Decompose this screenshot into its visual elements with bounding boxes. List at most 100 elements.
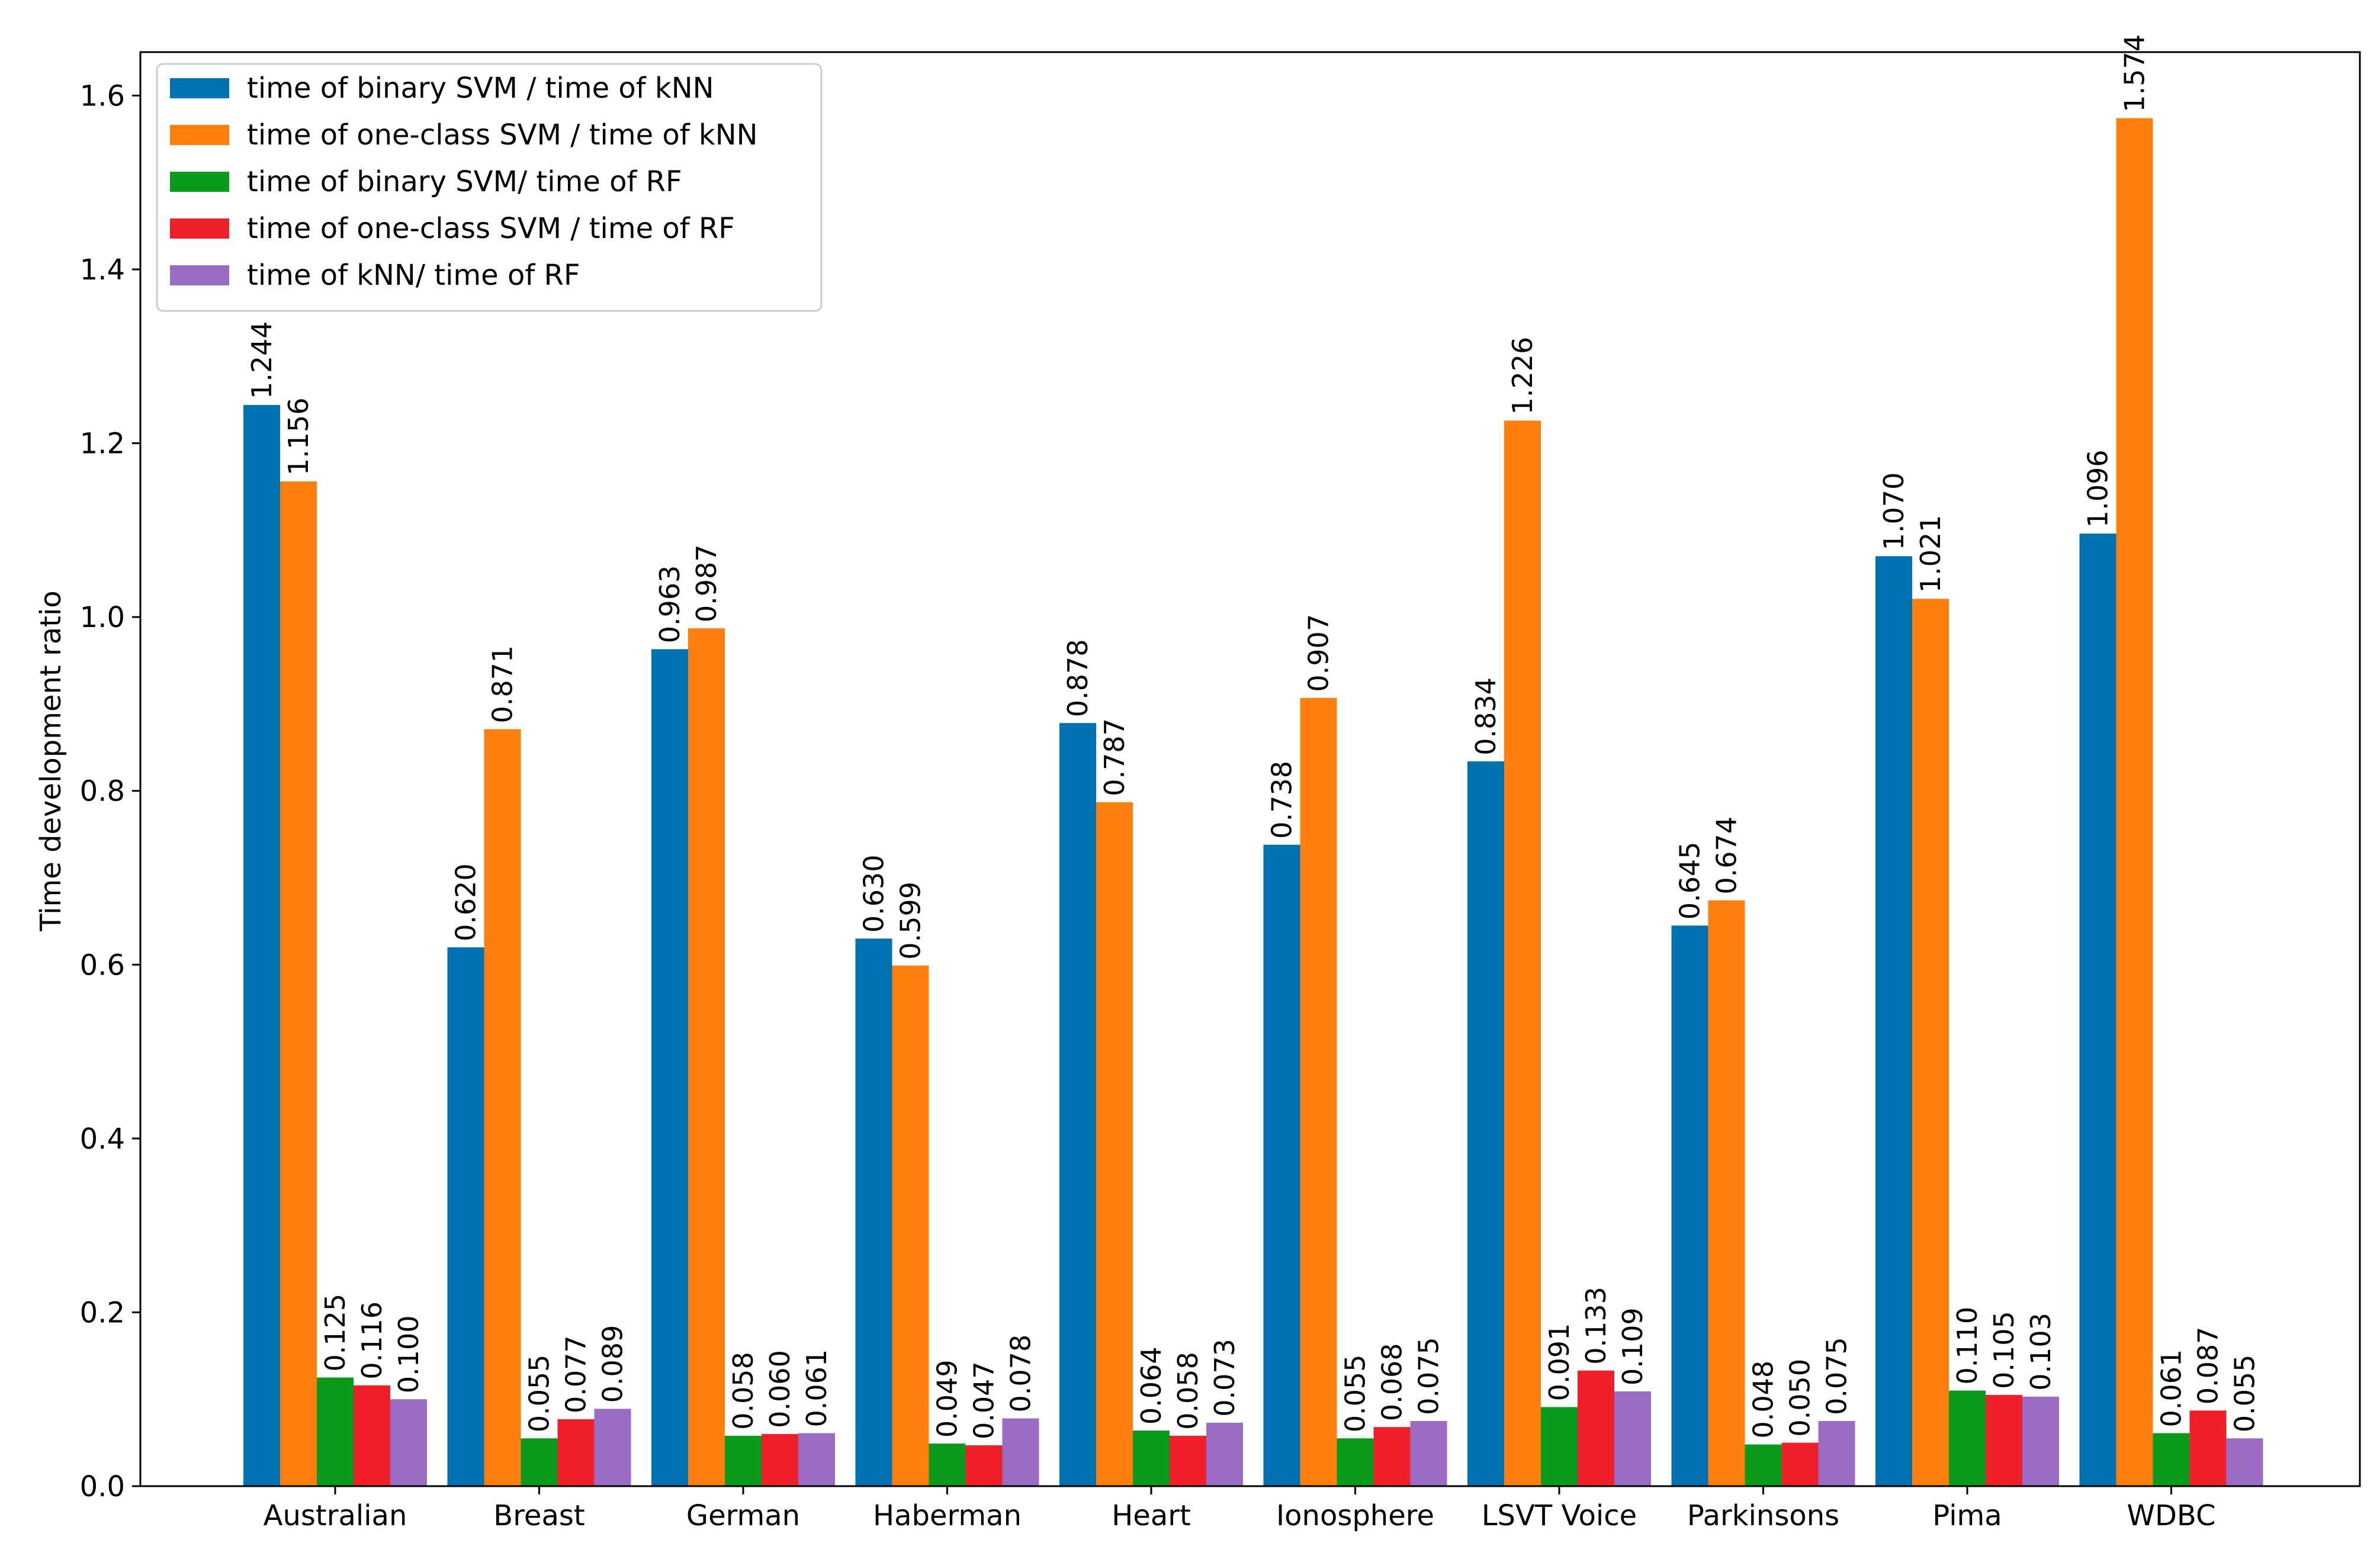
x-tick-label: LSVT Voice [1482, 1499, 1637, 1532]
bar [1986, 1394, 2022, 1486]
bar [1096, 802, 1133, 1486]
bar [390, 1399, 427, 1486]
x-tick-label: Haberman [873, 1499, 1022, 1532]
bar [1504, 420, 1541, 1486]
bar-value-label: 0.048 [1748, 1361, 1780, 1439]
bar-value-label: 0.787 [1099, 718, 1130, 796]
bar [1578, 1370, 1614, 1486]
bar [1300, 697, 1337, 1486]
bar-value-label: 0.116 [356, 1301, 388, 1380]
bar [1170, 1435, 1206, 1486]
y-tick-label: 0.6 [80, 949, 125, 982]
bar [1745, 1444, 1782, 1486]
bar [1059, 723, 1096, 1486]
bar [317, 1377, 354, 1486]
legend-label: time of binary SVM / time of kNN [247, 72, 714, 105]
bar-value-label: 0.878 [1062, 639, 1094, 717]
x-tick-label: Heart [1112, 1499, 1191, 1532]
bar-value-label: 0.109 [1617, 1307, 1649, 1386]
legend-label: time of one-class SVM / time of RF [247, 212, 735, 245]
bar [929, 1444, 966, 1486]
bar-value-label: 0.055 [2229, 1355, 2261, 1433]
legend-label: time of one-class SVM / time of kNN [247, 118, 758, 152]
bar-value-label: 0.963 [654, 565, 686, 644]
bar [965, 1445, 1003, 1486]
bar [1614, 1391, 1651, 1486]
bar-value-label: 0.100 [393, 1315, 425, 1393]
bar [855, 938, 892, 1486]
legend-label: time of binary SVM/ time of RF [247, 165, 682, 198]
bar-value-label: 0.055 [1340, 1355, 1372, 1433]
bar [762, 1433, 798, 1486]
x-tick-label: Parkinsons [1687, 1499, 1839, 1532]
bar [2022, 1396, 2059, 1486]
bar-value-label: 1.156 [282, 397, 314, 475]
y-tick-label: 0.0 [80, 1470, 125, 1503]
bar-value-label: 0.064 [1135, 1346, 1167, 1425]
bar-value-label: 1.070 [1878, 472, 1910, 551]
bar-value-label: 0.073 [1209, 1339, 1241, 1417]
bar [725, 1435, 762, 1486]
bar-value-label: 0.103 [2025, 1313, 2057, 1391]
bar [354, 1385, 390, 1486]
bar [2189, 1410, 2227, 1486]
y-tick-label: 1.6 [80, 79, 125, 112]
bar [688, 628, 725, 1486]
bar [280, 481, 317, 1486]
bar-value-label: 0.049 [932, 1359, 963, 1438]
bars-layer [243, 118, 2263, 1487]
bar-value-label: 0.075 [1821, 1337, 1853, 1415]
bar [484, 729, 521, 1486]
bar-value-label: 0.061 [801, 1349, 833, 1428]
bar [1949, 1390, 1986, 1486]
y-tick-label: 0.8 [80, 775, 125, 808]
bar-value-label: 0.125 [319, 1294, 351, 1372]
bar-value-label: 0.630 [858, 854, 890, 933]
bar-value-label: 1.226 [1507, 337, 1539, 415]
bar [2153, 1433, 2190, 1486]
bar [557, 1419, 595, 1486]
bar-value-label: 0.058 [1172, 1352, 1204, 1430]
bar-value-label: 0.871 [487, 645, 519, 724]
bar-value-label: 0.091 [1543, 1323, 1575, 1401]
bar [1467, 761, 1504, 1486]
bar-value-label: 0.047 [968, 1361, 1000, 1439]
bar-value-label: 0.110 [1951, 1307, 1983, 1385]
bar [2226, 1438, 2263, 1486]
legend-box [156, 63, 823, 312]
bar-value-label: 0.068 [1376, 1343, 1408, 1421]
bar-value-label: 1.021 [1915, 515, 1947, 593]
bar-value-label: 0.105 [1988, 1311, 2020, 1389]
bar-value-label: 0.620 [450, 863, 482, 941]
x-tick-label: WDBC [2127, 1499, 2215, 1532]
bar [1263, 844, 1300, 1486]
y-axis-title: Time development ratio [34, 590, 68, 931]
bar [2116, 118, 2153, 1486]
bar-value-label: 0.060 [764, 1350, 796, 1428]
legend: time of binary SVM / time of kNN time of … [156, 63, 823, 312]
bar-value-label: 1.574 [2119, 34, 2151, 112]
bar [651, 649, 688, 1486]
bar [798, 1433, 835, 1486]
y-tick-label: 0.2 [80, 1296, 125, 1329]
bar-value-label: 0.075 [1413, 1337, 1445, 1415]
bar [1708, 900, 1745, 1486]
bar-value-label: 0.087 [2192, 1327, 2224, 1405]
bar-value-label: 0.133 [1580, 1287, 1612, 1365]
y-tick-label: 1.4 [80, 253, 125, 287]
legend-label: time of kNN/ time of RF [247, 259, 580, 292]
bar [1002, 1418, 1039, 1486]
bar-value-label: 1.244 [246, 321, 278, 399]
bar [1206, 1422, 1243, 1486]
y-tick-label: 1.0 [80, 601, 125, 634]
plot-frame [139, 51, 2361, 1487]
bar-value-label: 0.599 [895, 882, 927, 960]
bar-value-label: 0.089 [597, 1325, 629, 1403]
bar-value-label: 0.834 [1470, 677, 1502, 756]
bar [892, 965, 929, 1486]
bar [594, 1409, 631, 1486]
bar [1671, 925, 1708, 1486]
bar [243, 404, 280, 1487]
legend-swatch [170, 125, 229, 145]
bar-value-label: 1.096 [2082, 449, 2114, 528]
